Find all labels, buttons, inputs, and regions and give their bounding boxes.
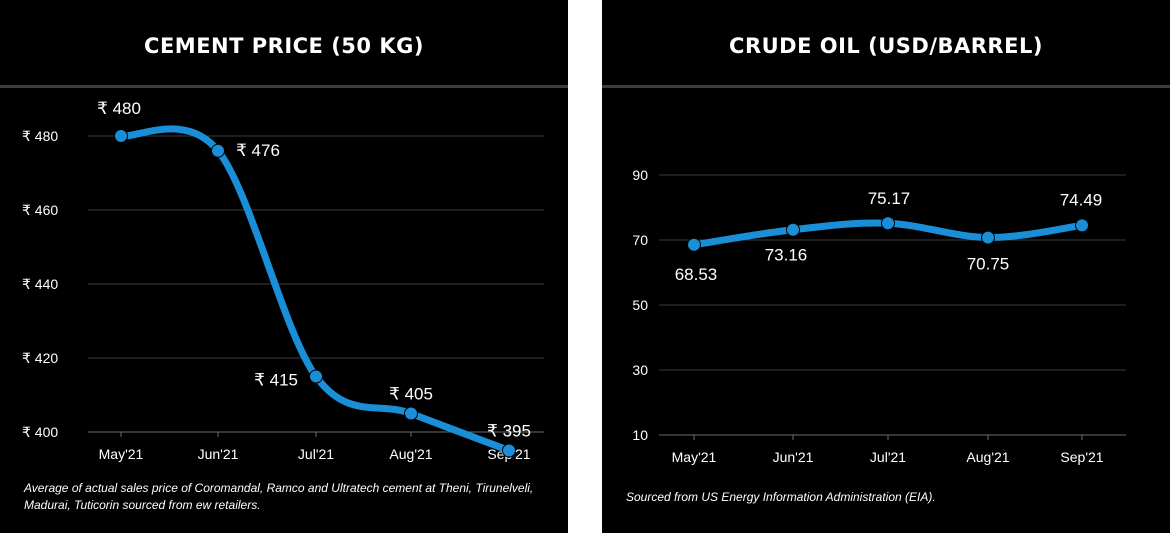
y-tick-label: ₹ 420 bbox=[22, 350, 58, 366]
chart-title: CRUDE OIL (USD/BARREL) bbox=[729, 34, 1043, 58]
data-label: 75.17 bbox=[868, 189, 911, 208]
x-tick-label: Jul'21 bbox=[870, 449, 906, 465]
y-tick-label: 30 bbox=[632, 362, 648, 378]
crude-oil-panel: CRUDE OIL (USD/BARREL) 10 30 50 70 90 May'21 J… bbox=[602, 0, 1170, 533]
data-point bbox=[1075, 218, 1089, 233]
data-label: 74.49 bbox=[1060, 190, 1103, 209]
data-label: 68.53 bbox=[675, 265, 718, 284]
data-point bbox=[687, 237, 701, 252]
data-label: ₹ 395 bbox=[487, 422, 531, 441]
x-tick-label: Aug'21 bbox=[966, 449, 1009, 465]
data-point bbox=[114, 129, 128, 143]
y-tick-label: 90 bbox=[632, 167, 648, 183]
data-point bbox=[786, 222, 800, 237]
data-label: ₹ 476 bbox=[236, 141, 280, 160]
x-tick-label: May'21 bbox=[672, 449, 717, 465]
data-point bbox=[981, 230, 995, 245]
y-tick-label: ₹ 480 bbox=[22, 128, 58, 144]
title-divider bbox=[0, 85, 568, 88]
x-tick-label: Jun'21 bbox=[773, 449, 814, 465]
crude-oil-chart: 10 30 50 70 90 May'21 Jun'21 Jul'21 Aug'21 Sep'21… bbox=[632, 167, 1126, 465]
x-tick-label: Jul'21 bbox=[298, 446, 334, 462]
y-tick-label: ₹ 400 bbox=[22, 424, 58, 440]
chart-title: CEMENT PRICE (50 KG) bbox=[144, 34, 424, 58]
data-label: 73.16 bbox=[765, 246, 808, 265]
x-tick-label: Jun'21 bbox=[198, 446, 239, 462]
y-tick-label: 50 bbox=[632, 297, 648, 313]
chart-source-note: Average of actual sales price of Coroman… bbox=[24, 481, 534, 512]
cement-price-panel: CEMENT PRICE (50 KG) ₹ 400 ₹ 420 ₹ 440 ₹ 46… bbox=[0, 0, 568, 533]
data-point bbox=[502, 443, 516, 458]
data-label: ₹ 415 bbox=[254, 371, 298, 390]
x-tick-label: Aug'21 bbox=[389, 446, 432, 462]
series-line bbox=[117, 125, 513, 454]
y-tick-label: 70 bbox=[632, 232, 648, 248]
data-point bbox=[211, 143, 225, 158]
x-tick-label: Sep'21 bbox=[1060, 449, 1103, 465]
data-label: ₹ 405 bbox=[389, 385, 433, 404]
cement-price-chart: ₹ 400 ₹ 420 ₹ 440 ₹ 460 ₹ 480 May'21 Jun'21 Jul… bbox=[22, 99, 544, 462]
data-point bbox=[404, 406, 418, 421]
data-point bbox=[309, 369, 323, 384]
x-tick-label: May'21 bbox=[99, 446, 144, 462]
y-tick-label: 10 bbox=[632, 427, 648, 443]
data-label: 70.75 bbox=[967, 255, 1010, 274]
y-tick-label: ₹ 460 bbox=[22, 202, 58, 218]
y-tick-label: ₹ 440 bbox=[22, 276, 58, 292]
data-label: ₹ 480 bbox=[97, 99, 141, 118]
chart-source-note: Sourced from US Energy Information Admin… bbox=[626, 490, 936, 504]
title-divider bbox=[602, 85, 1170, 88]
data-point bbox=[881, 216, 895, 231]
